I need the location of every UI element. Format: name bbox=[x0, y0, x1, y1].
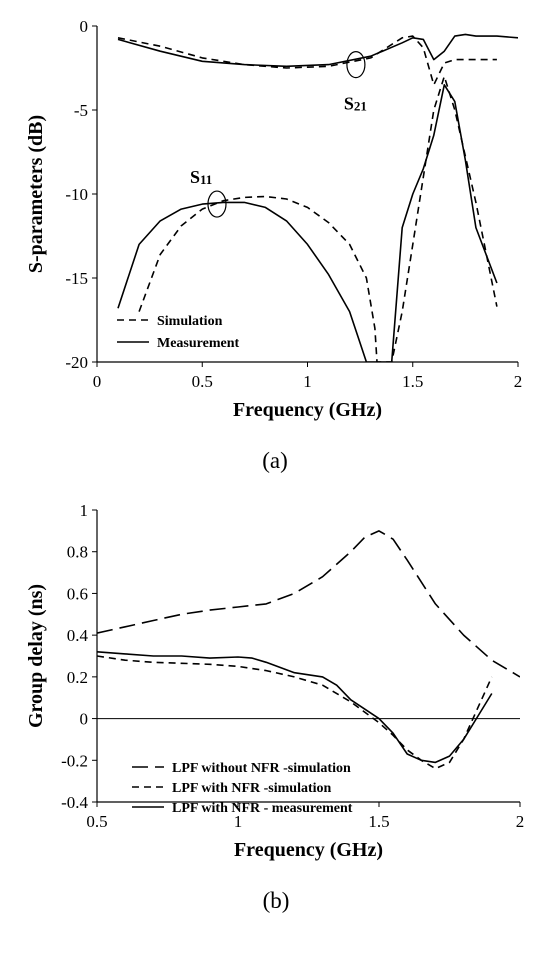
x-tick-label: 2 bbox=[516, 812, 525, 831]
y-axis-label: S-parameters (dB) bbox=[25, 115, 47, 273]
x-tick-label: 0.5 bbox=[192, 372, 213, 391]
x-axis-label: Frequency (GHz) bbox=[234, 839, 383, 861]
annotation-subscript: 21 bbox=[354, 99, 367, 114]
annotation-subscript: 11 bbox=[200, 172, 212, 187]
annotation-label: S21 bbox=[344, 94, 367, 114]
series-group bbox=[97, 530, 520, 770]
x-tick-label: 0.5 bbox=[86, 812, 107, 831]
y-axis-label: Group delay (ns) bbox=[25, 584, 47, 728]
chart-a: -20 -15 -10 -5 0 0 0.5 1 1.5 2 Frequency (GHz) S-pa… bbox=[25, 17, 522, 473]
series-line-lpf-without-nfr-simulation bbox=[97, 530, 520, 678]
legend: Simulation Measurement bbox=[117, 314, 239, 351]
series-line-lpf-with-nfr-simulation bbox=[97, 655, 493, 770]
annotation-ellipse bbox=[207, 190, 227, 218]
y-tick-label: 0.2 bbox=[67, 668, 88, 687]
x-tick-label: 0 bbox=[93, 372, 102, 391]
legend: LPF without NFR -simulation LPF with NFR … bbox=[132, 761, 353, 816]
legend-label: Simulation bbox=[157, 314, 223, 329]
y-tick-label: -5 bbox=[74, 101, 88, 120]
series-line-measurement-s21 bbox=[117, 33, 518, 68]
chart-b: -0.4 -0.2 0 0.2 0.4 0.6 0.8 1 0.5 1 1.5 2 Frequency … bbox=[25, 501, 524, 913]
annotation-ellipse bbox=[346, 51, 366, 79]
y-tick-label: 0.4 bbox=[67, 626, 89, 645]
figure-caption: (b) bbox=[263, 888, 290, 913]
x-axis-label: Frequency (GHz) bbox=[233, 399, 382, 421]
series-line-measurement-s11 bbox=[117, 84, 498, 362]
y-tick-label: 0.8 bbox=[67, 543, 88, 562]
y-tick-label: 1 bbox=[80, 501, 89, 520]
y-tick-label: -15 bbox=[65, 269, 88, 288]
x-tick-label: 1.5 bbox=[402, 372, 423, 391]
legend-label: Measurement bbox=[157, 336, 239, 351]
y-tick-label: 0 bbox=[80, 17, 89, 36]
x-tick-label: 1.5 bbox=[368, 812, 389, 831]
x-tick-label: 1 bbox=[303, 372, 312, 391]
series-group bbox=[117, 33, 518, 362]
annotation-label: S11 bbox=[190, 167, 212, 187]
y-tick-label: -20 bbox=[65, 353, 88, 372]
x-tick-label: 2 bbox=[514, 372, 523, 391]
x-tick-label: 1 bbox=[234, 812, 243, 831]
y-tick-label: -0.4 bbox=[61, 793, 88, 812]
series-line-simulation-s21 bbox=[117, 35, 497, 86]
y-tick-label: 0.6 bbox=[67, 584, 88, 603]
figure-caption: (a) bbox=[262, 448, 288, 473]
legend-label: LPF without NFR -simulation bbox=[172, 761, 351, 776]
legend-label: LPF with NFR - measurement bbox=[172, 801, 353, 816]
y-tick-label: -0.2 bbox=[61, 751, 88, 770]
y-tick-label: 0 bbox=[80, 710, 89, 729]
legend-label: LPF with NFR -simulation bbox=[172, 781, 332, 796]
series-line-lpf-with-nfr-measurement bbox=[97, 651, 493, 764]
y-tick-label: -10 bbox=[65, 185, 88, 204]
